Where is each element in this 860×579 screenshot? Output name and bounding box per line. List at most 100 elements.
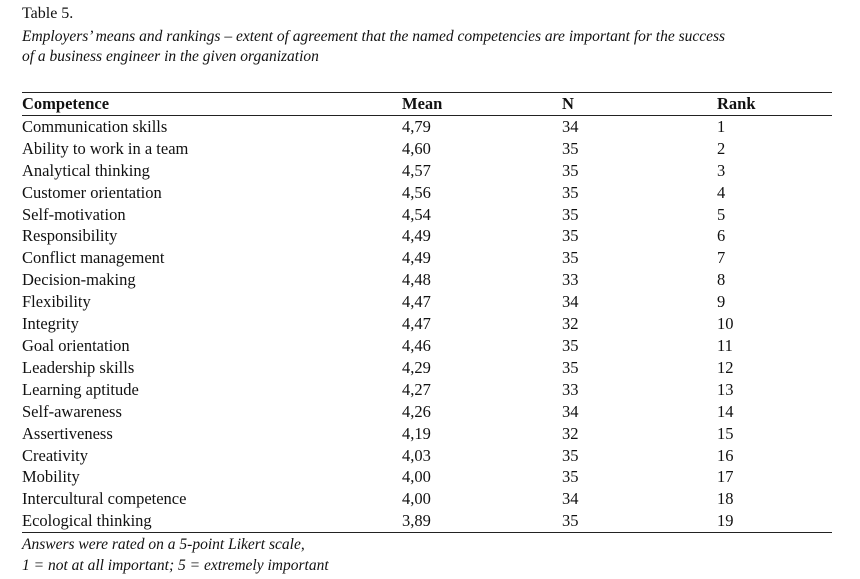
- cell-n: 34: [562, 292, 579, 312]
- table-row: Decision-making 4,48 33 8: [22, 269, 832, 291]
- table-row: Integrity 4,47 32 10: [22, 313, 832, 335]
- table-row: Communication skills 4,79 34 1: [22, 115, 832, 137]
- cell-n: 35: [562, 248, 579, 268]
- cell-mean: 4,00: [402, 489, 431, 509]
- cell-mean: 4,56: [402, 182, 431, 202]
- header-rank: Rank: [717, 94, 756, 113]
- cell-competence: Communication skills: [22, 116, 168, 136]
- cell-rank: 5: [717, 204, 726, 224]
- table-header-row: Competence Mean N Rank: [22, 92, 832, 116]
- cell-mean: 4,79: [402, 116, 431, 136]
- cell-competence: Ability to work in a team: [22, 138, 189, 158]
- cell-competence: Creativity: [22, 445, 88, 465]
- cell-n: 35: [562, 357, 579, 377]
- cell-mean: 4,03: [402, 445, 431, 465]
- cell-competence: Assertiveness: [22, 423, 113, 443]
- table-row: Self-awareness 4,26 34 14: [22, 401, 832, 423]
- cell-rank: 6: [717, 226, 726, 246]
- cell-n: 35: [562, 182, 579, 202]
- cell-rank: 1: [717, 116, 726, 136]
- cell-rank: 16: [717, 445, 734, 465]
- caption-line-1: Employers’ means and rankings – extent o…: [22, 28, 726, 45]
- cell-rank: 3: [717, 160, 726, 180]
- cell-n: 33: [562, 379, 579, 399]
- cell-competence: Conflict management: [22, 248, 165, 268]
- cell-competence: Intercultural competence: [22, 489, 187, 509]
- cell-n: 34: [562, 401, 579, 421]
- table-row: Self-motivation 4,54 35 5: [22, 204, 832, 226]
- note-line-1: Answers were rated on a 5-point Likert s…: [22, 536, 305, 553]
- table-row: Ecological thinking 3,89 35 19: [22, 510, 832, 533]
- cell-n: 33: [562, 270, 579, 290]
- cell-mean: 4,19: [402, 423, 431, 443]
- table-row: Learning aptitude 4,27 33 13: [22, 379, 832, 401]
- cell-rank: 9: [717, 292, 726, 312]
- cell-n: 35: [562, 511, 579, 531]
- note-line-2: 1 = not at all important; 5 = extremely …: [22, 557, 329, 574]
- cell-competence: Customer orientation: [22, 182, 162, 202]
- table-row: Responsibility 4,49 35 6: [22, 225, 832, 247]
- competencies-table: Competence Mean N Rank Communication ski…: [22, 92, 832, 533]
- cell-n: 35: [562, 138, 579, 158]
- cell-rank: 2: [717, 138, 726, 158]
- cell-mean: 4,60: [402, 138, 431, 158]
- cell-n: 35: [562, 467, 579, 487]
- table-caption: Employers’ means and rankings – extent o…: [22, 27, 852, 67]
- table-row: Ability to work in a team 4,60 35 2: [22, 138, 832, 160]
- cell-mean: 4,49: [402, 248, 431, 268]
- table-body: Communication skills 4,79 34 1 Ability to wo…: [22, 115, 832, 533]
- table-number: Table 5.: [22, 5, 74, 22]
- cell-mean: 4,47: [402, 314, 431, 334]
- table-row: Mobility 4,00 35 17: [22, 466, 832, 488]
- cell-mean: 4,29: [402, 357, 431, 377]
- cell-n: 35: [562, 204, 579, 224]
- cell-mean: 4,00: [402, 467, 431, 487]
- header-n: N: [562, 94, 574, 113]
- table-row: Assertiveness 4,19 32 15: [22, 423, 832, 445]
- table-row: Analytical thinking 4,57 35 3: [22, 160, 832, 182]
- cell-rank: 10: [717, 314, 734, 334]
- table-row: Creativity 4,03 35 16: [22, 445, 832, 467]
- cell-rank: 11: [717, 335, 733, 355]
- cell-competence: Ecological thinking: [22, 511, 152, 531]
- caption-line-2: of a business engineer in the given orga…: [22, 48, 319, 65]
- cell-competence: Self-motivation: [22, 204, 126, 224]
- cell-competence: Mobility: [22, 467, 80, 487]
- cell-competence: Integrity: [22, 314, 79, 334]
- table-note: Answers were rated on a 5-point Likert s…: [22, 534, 622, 576]
- table-row: Goal orientation 4,46 35 11: [22, 335, 832, 357]
- cell-n: 34: [562, 489, 579, 509]
- cell-mean: 4,46: [402, 335, 431, 355]
- cell-mean: 3,89: [402, 511, 431, 531]
- cell-rank: 17: [717, 467, 734, 487]
- cell-n: 35: [562, 335, 579, 355]
- cell-competence: Analytical thinking: [22, 160, 150, 180]
- table-row: Flexibility 4,47 34 9: [22, 291, 832, 313]
- cell-competence: Goal orientation: [22, 335, 130, 355]
- table-row: Conflict management 4,49 35 7: [22, 247, 832, 269]
- cell-mean: 4,26: [402, 401, 431, 421]
- cell-rank: 14: [717, 401, 734, 421]
- header-mean: Mean: [402, 94, 443, 113]
- table-row: Leadership skills 4,29 35 12: [22, 357, 832, 379]
- cell-competence: Learning aptitude: [22, 379, 139, 399]
- cell-mean: 4,27: [402, 379, 431, 399]
- header-competence: Competence: [22, 94, 110, 113]
- cell-competence: Decision-making: [22, 270, 136, 290]
- cell-competence: Responsibility: [22, 226, 118, 246]
- cell-n: 32: [562, 314, 579, 334]
- cell-mean: 4,48: [402, 270, 431, 290]
- cell-rank: 7: [717, 248, 726, 268]
- cell-rank: 4: [717, 182, 726, 202]
- cell-mean: 4,47: [402, 292, 431, 312]
- cell-rank: 15: [717, 423, 734, 443]
- cell-mean: 4,54: [402, 204, 431, 224]
- cell-competence: Flexibility: [22, 292, 91, 312]
- cell-n: 32: [562, 423, 579, 443]
- cell-competence: Leadership skills: [22, 357, 135, 377]
- cell-rank: 18: [717, 489, 734, 509]
- cell-mean: 4,49: [402, 226, 431, 246]
- cell-n: 35: [562, 226, 579, 246]
- cell-mean: 4,57: [402, 160, 431, 180]
- cell-competence: Self-awareness: [22, 401, 122, 421]
